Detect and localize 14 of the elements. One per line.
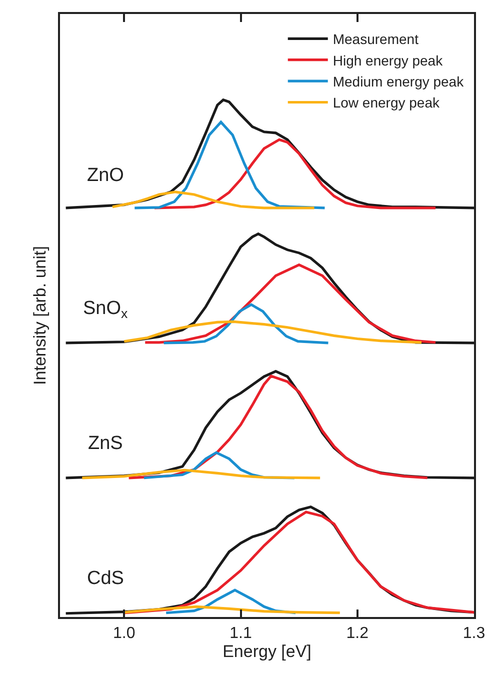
legend-label: Medium energy peak bbox=[332, 74, 465, 90]
x-axis-title: Energy [eV] bbox=[222, 642, 312, 661]
x-tick-label: 1.3 bbox=[462, 624, 486, 642]
y-axis-title: Intensity [arb. unit] bbox=[30, 246, 50, 385]
legend-label: Low energy peak bbox=[332, 94, 440, 111]
legend-label: High energy peak bbox=[332, 52, 444, 68]
annotation: ZnO bbox=[87, 165, 124, 186]
legend-label: Measurement bbox=[332, 31, 419, 48]
annotation: SnO$_{x}$ bbox=[83, 298, 128, 321]
annotation: CdS bbox=[87, 568, 124, 589]
x-tick-label: 1.2 bbox=[346, 624, 369, 642]
x-tick-label: 1.0 bbox=[113, 624, 136, 642]
annotation: ZnS bbox=[88, 433, 123, 454]
x-tick-label: 1.1 bbox=[230, 624, 252, 642]
